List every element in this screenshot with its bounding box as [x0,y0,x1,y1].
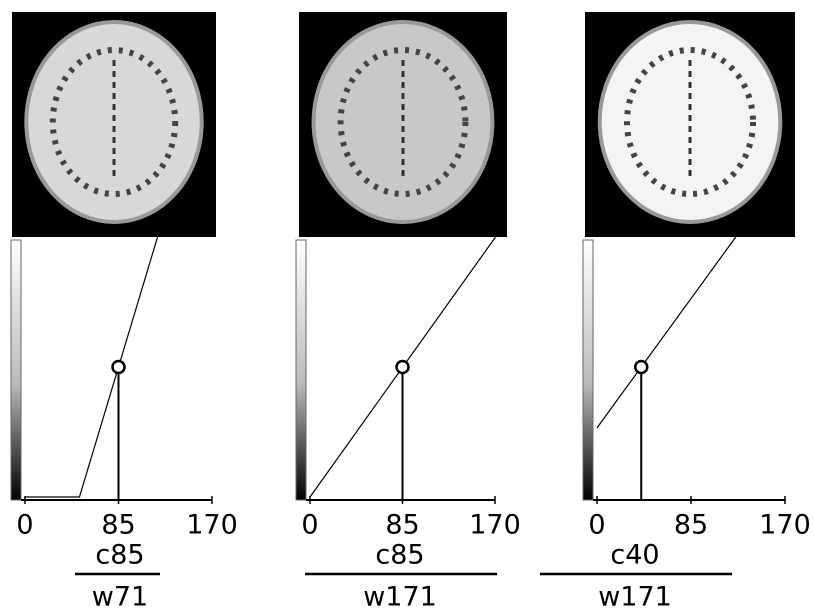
x-tick-label: 0 [16,510,33,541]
x-tick-label: 0 [588,510,605,541]
width-label: w171 [598,582,672,612]
x-tick-label: 170 [759,510,811,541]
x-tick-label: 85 [674,510,708,541]
center-marker [397,361,409,373]
center-label: c85 [375,540,424,571]
transfer-line [25,237,158,497]
center-marker [113,361,125,373]
x-tick-label: 85 [385,510,419,541]
x-tick-label: 0 [301,510,318,541]
gray-bar [296,240,306,500]
width-label: w71 [92,582,148,612]
width-label: w171 [363,582,437,612]
x-tick-label: 170 [186,510,238,541]
center-label: c85 [95,540,144,571]
center-marker [635,361,647,373]
figure: 0 85 170 c85 w71 0 85 170 c85 w171 0 85 170 c40 w171 [0,0,814,612]
gray-bar [11,240,21,500]
x-tick-label: 170 [469,510,521,541]
center-label: c40 [610,540,659,571]
x-tick-label: 85 [101,510,135,541]
transfer-line [597,237,736,428]
gray-bar [583,240,593,500]
